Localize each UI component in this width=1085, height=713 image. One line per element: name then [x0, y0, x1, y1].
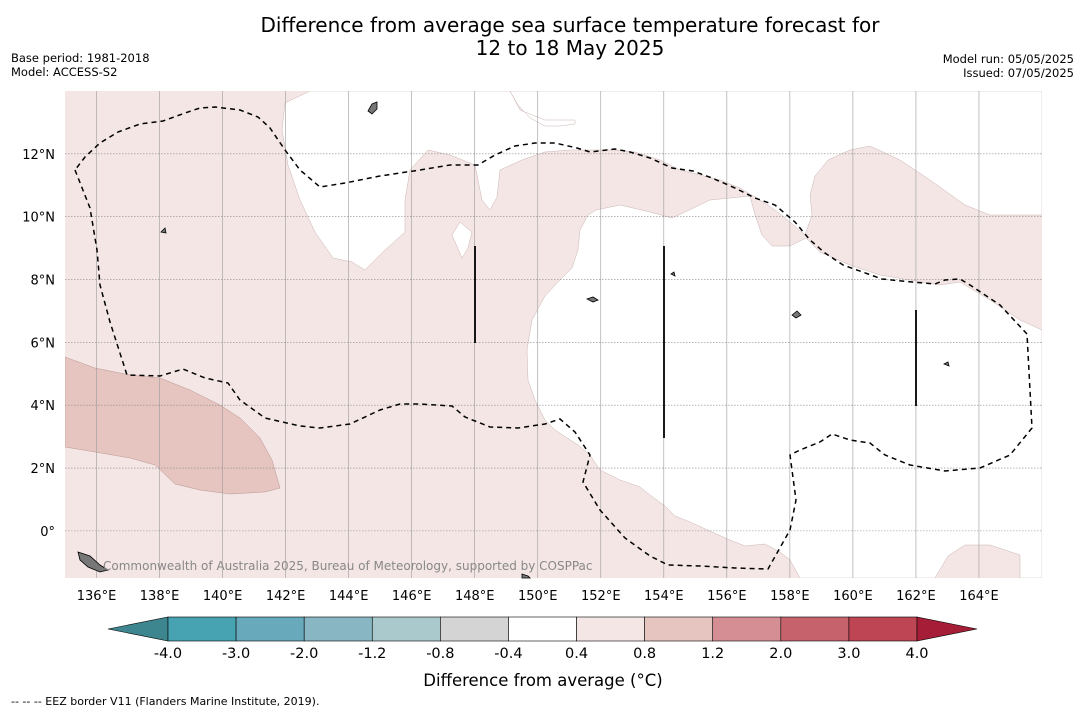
colorbar-tick-label: 4.0	[905, 646, 928, 662]
meta-left: Base period: 1981-2018 Model: ACCESS-S2	[11, 51, 150, 79]
colorbar-segment	[508, 616, 577, 642]
model-text: Model: ACCESS-S2	[11, 65, 118, 79]
colorbar-label: Difference from average (°C)	[423, 671, 662, 690]
colorbar-segment	[848, 616, 918, 642]
title-line-2: 12 to 18 May 2025	[475, 36, 665, 60]
island-small-3	[670, 271, 676, 277]
lon-tick-label: 156°E	[707, 589, 747, 604]
colorbar-tick-label: -0.8	[426, 646, 454, 662]
island-small-1	[160, 227, 167, 234]
colorbar-segment	[440, 616, 509, 642]
longitude-labels: 136°E 138°E 140°E 142°E 144°E 146°E 148°E 150°E…	[77, 589, 999, 604]
colorbar-segment	[644, 616, 714, 642]
island-guam	[367, 101, 378, 115]
lat-tick-label: 2°N	[31, 462, 56, 477]
colorbar-tick-label: -4.0	[154, 646, 182, 662]
lon-tick-label: 146°E	[392, 589, 432, 604]
colorbar-segment	[371, 616, 441, 642]
colorbar-tick-label: -3.0	[222, 646, 250, 662]
colorbar-tick-label: 0.4	[565, 646, 588, 662]
lon-tick-label: 136°E	[77, 589, 117, 604]
island-pohnpei	[791, 310, 802, 319]
colorbar-tick-label: -0.4	[494, 646, 522, 662]
lon-tick-label: 160°E	[833, 589, 873, 604]
eez-borders	[74, 106, 1033, 570]
lon-tick-label: 154°E	[644, 589, 684, 604]
lon-tick-label: 162°E	[896, 589, 936, 604]
lat-tick-label: 12°N	[22, 148, 55, 163]
island-cluster-1	[585, 296, 599, 303]
lon-tick-label: 142°E	[266, 589, 306, 604]
colorbar: -4.0 -3.0 -2.0 -1.2 -0.8 -0.4 0.4 0.8 1.2 2.0 3.0 4…	[107, 616, 978, 662]
chart-title: Difference from average sea surface temp…	[0, 14, 1085, 60]
neutral-region-notch	[451, 221, 473, 259]
colorbar-segment	[712, 616, 782, 642]
lon-tick-label: 158°E	[770, 589, 810, 604]
colorbar-segment	[303, 616, 373, 642]
lon-tick-label: 150°E	[518, 589, 558, 604]
lat-tick-label: 4°N	[31, 399, 56, 414]
islands	[77, 101, 950, 579]
watermark: Commonwealth of Australia 2025, Bureau o…	[103, 559, 593, 573]
colorbar-segment	[576, 616, 645, 642]
colorbar-segment	[780, 616, 850, 642]
colorbar-extend-high	[916, 616, 978, 642]
warm-region-west	[65, 356, 281, 495]
colorbar-tick-label: 2.0	[769, 646, 792, 662]
neutral-region-central	[526, 195, 1042, 578]
lon-tick-label: 140°E	[203, 589, 243, 604]
lon-tick-label: 164°E	[959, 589, 999, 604]
colorbar-tick-label: 3.0	[837, 646, 860, 662]
meta-right: Model run: 05/05/2025 Issued: 07/05/2025	[943, 52, 1074, 80]
lat-tick-label: 6°N	[31, 336, 56, 351]
title-line-1: Difference from average sea surface temp…	[260, 13, 880, 37]
colorbar-tick-label: -2.0	[290, 646, 318, 662]
lat-tick-label: 8°N	[31, 274, 56, 289]
lon-tick-label: 144°E	[329, 589, 369, 604]
base-period-text: Base period: 1981-2018	[11, 51, 150, 65]
island-south-1	[521, 573, 531, 579]
footnote: -- -- -- EEZ border V11 (Flanders Marine…	[11, 695, 320, 708]
eez-border-west	[74, 106, 1033, 570]
lat-tick-label: 10°N	[22, 211, 55, 226]
colorbar-tick-label: -1.2	[358, 646, 386, 662]
colorbar-tick-label: 1.2	[701, 646, 724, 662]
colorbar-segment	[235, 616, 305, 642]
lon-tick-label: 148°E	[455, 589, 495, 604]
island-small-2	[943, 361, 950, 367]
vertical-lines	[474, 246, 917, 438]
issued-text: Issued: 07/05/2025	[963, 66, 1074, 80]
island-new-guinea-tip	[77, 551, 110, 573]
lon-tick-label: 152°E	[581, 589, 621, 604]
lat-tick-label: 0°	[40, 525, 55, 540]
latitude-labels: 0° 2°N 4°N 6°N 8°N 10°N 12°N	[22, 148, 55, 540]
colorbar-tick-label: 0.8	[633, 646, 656, 662]
anomaly-regions	[65, 91, 1042, 578]
colorbar-segment	[167, 616, 237, 642]
model-run-text: Model run: 05/05/2025	[942, 52, 1074, 66]
colorbar-extend-low	[107, 616, 169, 642]
lon-tick-label: 138°E	[140, 589, 180, 604]
